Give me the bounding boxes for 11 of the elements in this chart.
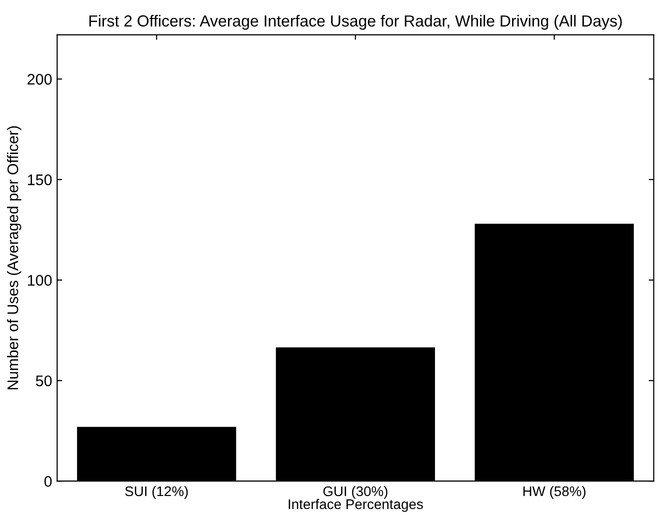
y-tick-label: 150	[28, 174, 52, 186]
y-tick-label: 0	[44, 476, 52, 487]
y-tick-label: 200	[28, 74, 52, 85]
x-tick-label: SUI (12%)	[125, 486, 188, 499]
x-tick-label: GUI (30%)	[323, 486, 388, 499]
y-tick-label: 50	[36, 375, 52, 386]
y-axis-title: Number of Uses (Averaged per Officer)	[7, 126, 22, 390]
y-tick-label: 100	[28, 274, 52, 286]
x-tick-label: HW (58%)	[523, 486, 586, 499]
x-axis-title: Interface Percentages	[288, 498, 423, 512]
chart-title: First 2 Officers: Average Interface Usage for Radar, While Driving (All Days)	[89, 14, 622, 30]
